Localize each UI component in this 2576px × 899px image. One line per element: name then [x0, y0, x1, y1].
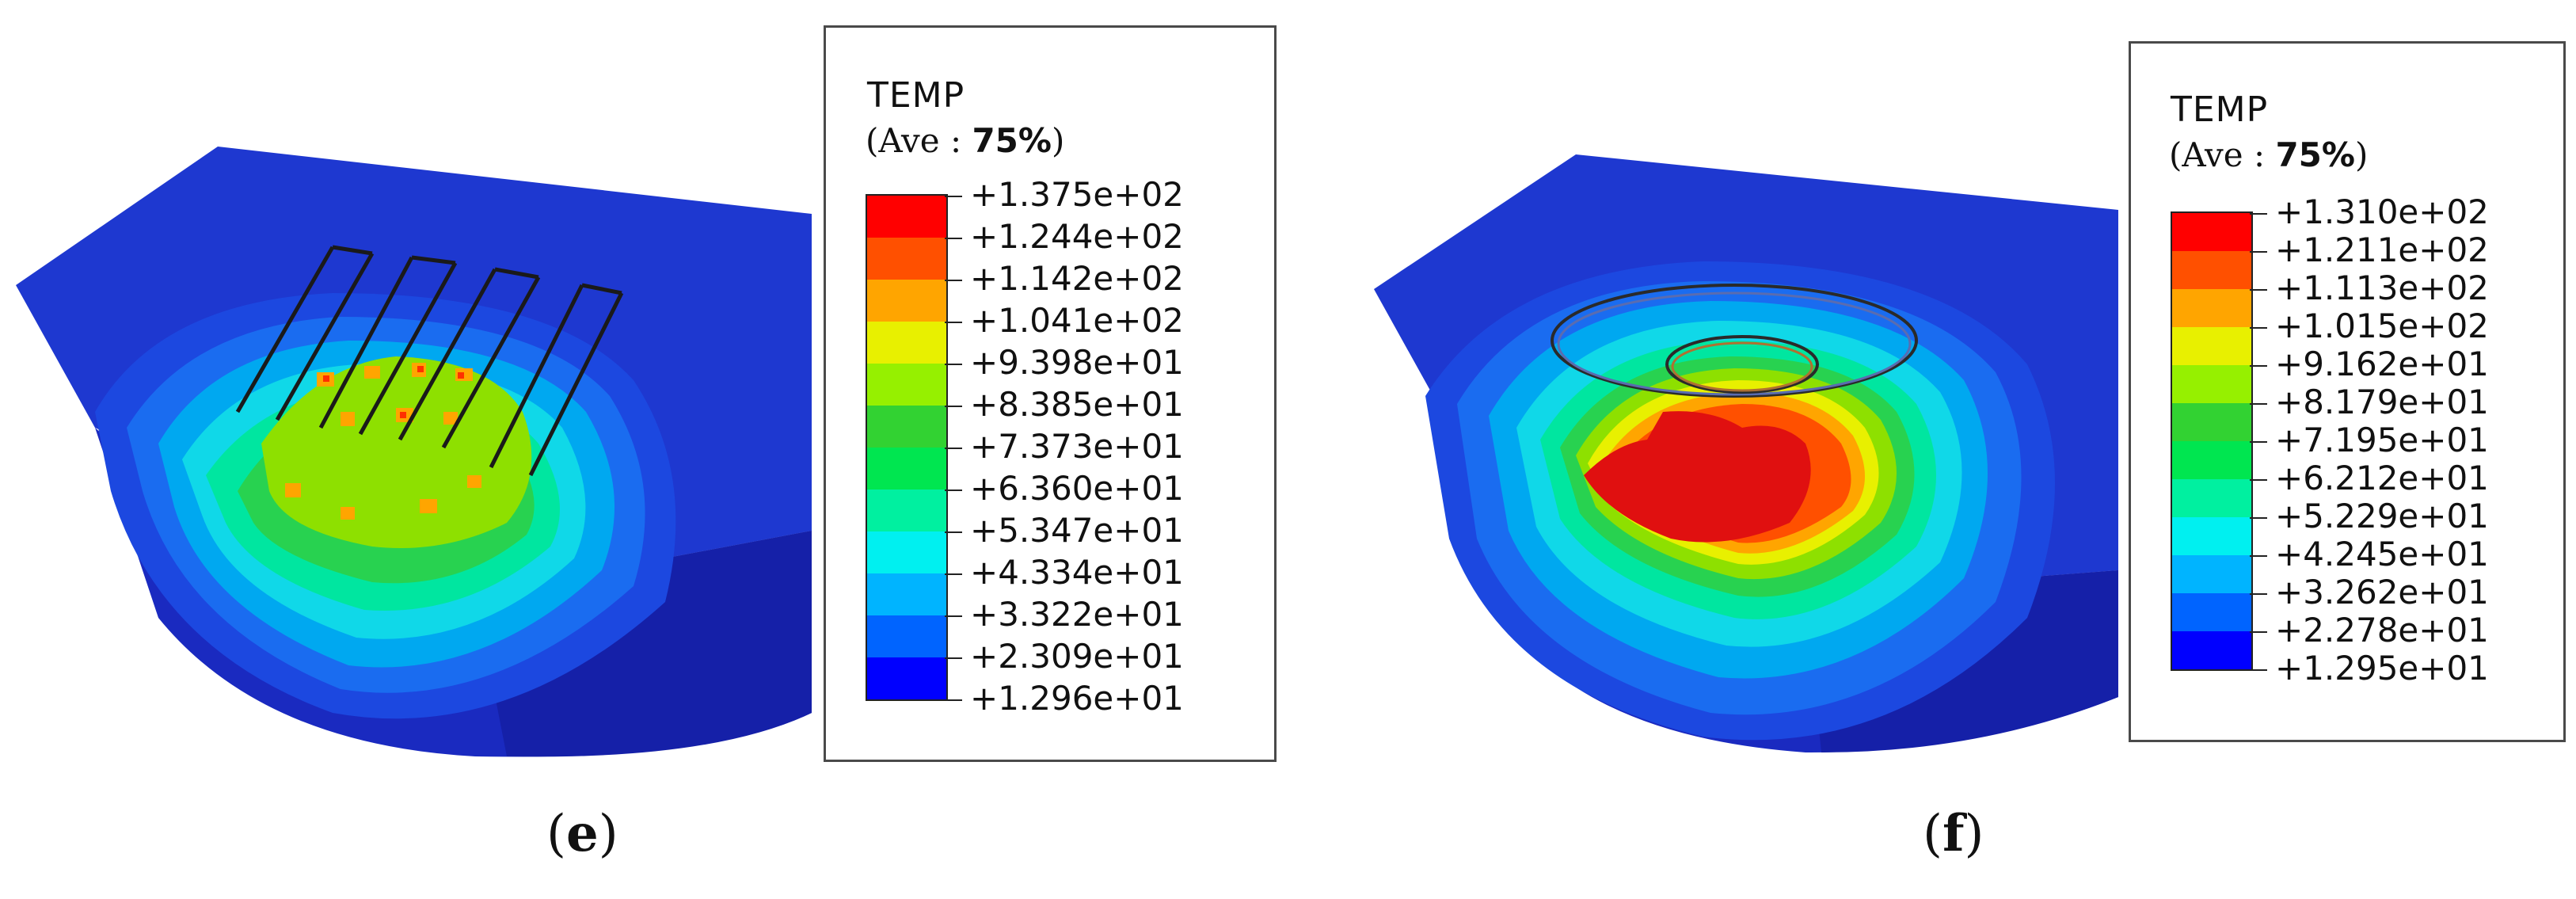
caption-e: (e)	[546, 804, 618, 863]
colorbar-swatch	[867, 196, 946, 238]
colorbar-swatch	[867, 489, 946, 531]
colorbar-label: +5.347e+01	[970, 511, 1184, 550]
colorbar-tick	[2250, 631, 2267, 633]
colorbar-swatch	[2172, 555, 2251, 593]
colorbar-tick	[945, 322, 962, 323]
colorbar-swatch	[2172, 403, 2251, 441]
colorbar-swatch	[2172, 365, 2251, 403]
colorbar-tick	[945, 615, 962, 617]
legend-averaging: (Ave : 75%)	[866, 121, 1065, 160]
colorbar	[2171, 211, 2253, 671]
colorbar-label: +3.322e+01	[970, 595, 1184, 634]
colorbar-swatch	[2172, 289, 2251, 327]
colorbar-label: +7.373e+01	[970, 427, 1184, 466]
model-f	[1374, 154, 2118, 752]
colorbar-tick	[2250, 669, 2267, 671]
colorbar-tick	[945, 406, 962, 407]
colorbar-label: +3.262e+01	[2275, 573, 2489, 611]
colorbar-label: +9.162e+01	[2275, 345, 2489, 383]
colorbar-swatch	[2172, 251, 2251, 289]
colorbar-tick	[2250, 555, 2267, 557]
colorbar-label: +8.179e+01	[2275, 383, 2489, 421]
colorbar-swatch	[2172, 213, 2251, 251]
colorbar-tick	[2250, 251, 2267, 253]
colorbar-swatch	[867, 448, 946, 489]
colorbar-label: +1.142e+02	[970, 259, 1184, 298]
colorbar-label: +8.385e+01	[970, 385, 1184, 424]
colorbar-swatch	[867, 573, 946, 615]
legend-e: TEMP (Ave : 75%) +1.375e+02 +1.244e+02 +1.…	[824, 25, 1277, 762]
colorbar-tick	[945, 531, 962, 533]
colorbar-tick	[2250, 441, 2267, 443]
colorbar-swatch	[867, 280, 946, 322]
colorbar-tick	[2250, 365, 2267, 367]
caption-f: (f)	[1923, 804, 1984, 863]
colorbar-swatch	[867, 364, 946, 406]
colorbar	[866, 194, 948, 701]
colorbar-tick	[2250, 213, 2267, 215]
colorbar-label: +1.244e+02	[970, 217, 1184, 256]
legend-title: TEMP	[867, 75, 965, 116]
colorbar-swatch	[867, 615, 946, 657]
colorbar-tick	[945, 196, 962, 197]
colorbar-tick	[2250, 289, 2267, 291]
colorbar-swatch	[867, 238, 946, 280]
legend-averaging: (Ave : 75%)	[2169, 135, 2369, 174]
colorbar-tick	[2250, 327, 2267, 329]
legend-f: TEMP (Ave : 75%) +1.310e+02 +1.211e+02 +1.…	[2129, 41, 2566, 742]
colorbar-label: +2.278e+01	[2275, 611, 2489, 649]
colorbar-swatch	[867, 406, 946, 448]
colorbar-tick	[945, 448, 962, 449]
colorbar-swatch	[2172, 441, 2251, 479]
colorbar-swatch	[2172, 631, 2251, 669]
colorbar-label: +1.041e+02	[970, 301, 1184, 340]
colorbar-swatch	[2172, 593, 2251, 631]
colorbar-label: +1.310e+02	[2275, 192, 2489, 231]
colorbar-label: +2.309e+01	[970, 637, 1184, 676]
colorbar-label: +1.375e+02	[970, 175, 1184, 214]
colorbar-swatch	[2172, 479, 2251, 517]
colorbar-label: +5.229e+01	[2275, 497, 2489, 535]
colorbar-tick	[945, 489, 962, 491]
colorbar-tick	[945, 280, 962, 281]
colorbar-swatch	[2172, 517, 2251, 555]
colorbar-tick	[2250, 517, 2267, 519]
colorbar-swatch	[867, 531, 946, 573]
colorbar-tick	[945, 699, 962, 701]
colorbar-tick	[945, 573, 962, 575]
colorbar-label: +1.015e+02	[2275, 307, 2489, 345]
colorbar-label: +4.245e+01	[2275, 535, 2489, 573]
colorbar-tick	[945, 657, 962, 659]
colorbar-swatch	[867, 657, 946, 699]
colorbar-label: +1.113e+02	[2275, 269, 2489, 307]
colorbar-label: +1.295e+01	[2275, 649, 2489, 688]
colorbar-label: +6.360e+01	[970, 469, 1184, 508]
colorbar-swatch	[2172, 327, 2251, 365]
colorbar-swatch	[867, 322, 946, 364]
model-e	[16, 147, 812, 757]
colorbar-label: +1.296e+01	[970, 679, 1184, 718]
colorbar-label: +9.398e+01	[970, 343, 1184, 382]
colorbar-tick	[2250, 593, 2267, 595]
colorbar-label: +1.211e+02	[2275, 230, 2489, 269]
colorbar-tick	[945, 238, 962, 239]
colorbar-label: +4.334e+01	[970, 553, 1184, 592]
legend-title: TEMP	[2171, 90, 2269, 130]
colorbar-tick	[2250, 403, 2267, 405]
colorbar-label: +6.212e+01	[2275, 459, 2489, 497]
colorbar-label: +7.195e+01	[2275, 421, 2489, 459]
colorbar-tick	[2250, 479, 2267, 481]
colorbar-tick	[945, 364, 962, 365]
